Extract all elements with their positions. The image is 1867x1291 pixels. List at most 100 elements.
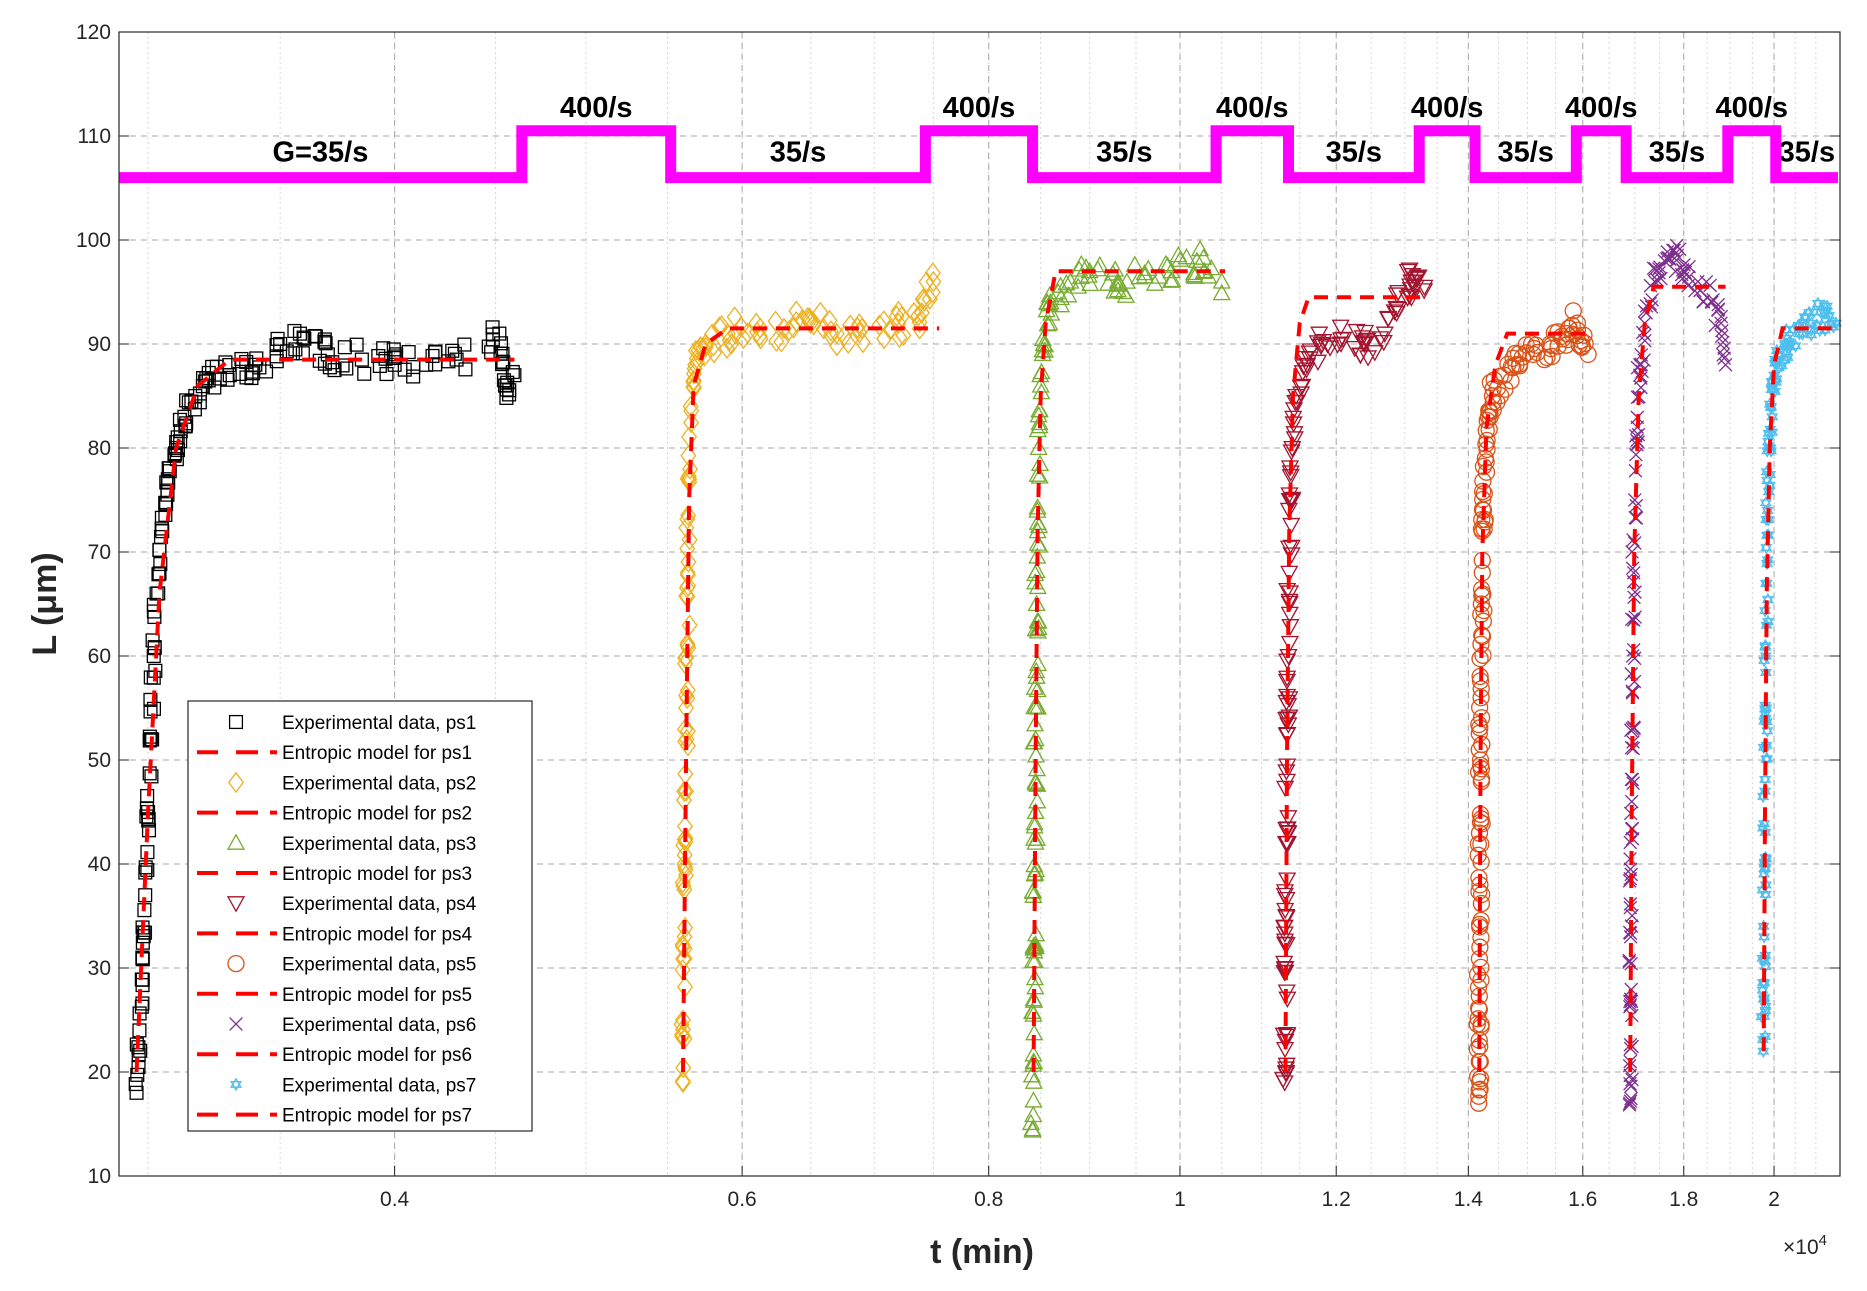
triangle-down-marker (1300, 351, 1319, 368)
triangle-down-marker (1276, 1033, 1295, 1051)
diamond-marker (705, 335, 722, 357)
diamond-marker (680, 444, 697, 467)
y-tick-label: 50 (88, 749, 111, 772)
square-marker (149, 586, 164, 601)
diamond-marker (674, 1009, 692, 1031)
triangle-up-marker (1187, 251, 1207, 268)
x-marker (1715, 323, 1729, 338)
shear-rate-label: G=35/s (272, 137, 368, 169)
x-marker (1623, 1076, 1637, 1091)
square-marker (493, 346, 508, 361)
y-tick-label: 90 (88, 333, 111, 356)
x-marker (1628, 610, 1642, 624)
diamond-marker (674, 1070, 691, 1092)
diamond-marker (840, 332, 857, 354)
x-marker (1624, 794, 1639, 809)
triangle-up-marker (1028, 622, 1048, 639)
triangle-up-marker (1161, 271, 1181, 288)
triangle-up-marker (1110, 274, 1129, 291)
triangle-up-marker (1021, 1113, 1041, 1131)
diamond-marker (925, 270, 942, 293)
triangle-up-marker (1117, 272, 1137, 289)
triangle-down-marker (1280, 635, 1300, 653)
triangle-down-marker (1291, 379, 1311, 397)
triangle-up-marker (1202, 258, 1221, 276)
triangle-up-marker (1212, 272, 1231, 289)
triangle-up-marker (1025, 968, 1045, 986)
triangle-down-marker (1334, 331, 1353, 349)
diamond-marker (696, 345, 713, 367)
diamond-marker (891, 326, 908, 349)
square-marker (143, 704, 158, 719)
diamond-marker (681, 614, 698, 636)
square-marker (135, 996, 150, 1011)
diamond-marker (895, 324, 912, 347)
diamond-marker (905, 301, 922, 324)
circle-marker (1525, 339, 1544, 358)
x-tick-label: 0.8 (974, 1188, 1003, 1211)
triangle-down-marker (1285, 431, 1304, 448)
square-marker (499, 390, 514, 405)
diamond-marker (677, 730, 694, 753)
hexagram-marker (1781, 350, 1794, 365)
circle-marker (1509, 345, 1528, 363)
square-marker (287, 323, 302, 339)
y-tick-label: 10 (88, 1165, 111, 1188)
triangle-down-marker (1277, 773, 1297, 791)
square-marker (496, 355, 511, 370)
triangle-up-marker (1212, 283, 1231, 301)
square-marker (135, 978, 150, 993)
diamond-marker (735, 327, 752, 350)
triangle-up-marker (1026, 924, 1046, 942)
diamond-marker (676, 853, 693, 875)
y-tick-label: 70 (88, 541, 111, 564)
x-tick-label: 0.6 (728, 1188, 757, 1211)
triangle-down-marker (1375, 326, 1394, 343)
square-marker (317, 332, 332, 347)
x-tick-label: 0.4 (380, 1188, 410, 1211)
square-marker (288, 342, 303, 357)
circle-marker (1471, 1080, 1489, 1098)
x-marker (1711, 302, 1726, 316)
triangle-down-marker (1294, 359, 1313, 376)
triangle-up-marker (1025, 855, 1044, 873)
triangle-down-marker (1278, 872, 1297, 889)
model-line (1628, 284, 1726, 1073)
legend-label: Experimental data, ps3 (282, 834, 476, 855)
triangle-down-marker (1387, 305, 1406, 323)
shear-rate-label: 35/s (1497, 137, 1553, 169)
triangle-down-marker (1314, 333, 1333, 351)
diamond-marker (854, 331, 871, 354)
triangle-down-marker (1292, 386, 1311, 403)
diamond-marker (785, 317, 802, 339)
circle-marker (1470, 1087, 1488, 1105)
hexagram-marker (1796, 327, 1809, 341)
x-marker (1716, 348, 1730, 362)
legend-label: Experimental data, ps7 (282, 1075, 476, 1096)
diamond-marker (227, 771, 245, 794)
diamond-marker (682, 458, 699, 480)
diamond-marker (916, 290, 933, 312)
triangle-down-marker (1345, 340, 1364, 358)
square-marker (146, 648, 161, 664)
y-tick-label: 20 (88, 1061, 111, 1084)
triangle-down-marker (1298, 357, 1317, 375)
square-marker (337, 340, 352, 355)
circle-marker (1478, 411, 1496, 430)
shear-rate-label: 400/s (1715, 92, 1788, 124)
diamond-marker (683, 411, 700, 434)
square-marker (502, 387, 517, 402)
square-marker (207, 380, 222, 395)
x-marker (1703, 278, 1718, 293)
diamond-marker (726, 306, 743, 328)
triangle-up-marker (1025, 942, 1044, 959)
y-tick-label: 110 (78, 125, 111, 148)
series-circle (1468, 302, 1597, 1112)
triangle-up-marker (1194, 248, 1213, 265)
triangle-down-marker (1278, 688, 1297, 706)
diamond-marker (678, 517, 695, 539)
triangle-up-marker (1028, 465, 1047, 482)
square-marker (318, 336, 333, 351)
triangle-down-marker (1331, 319, 1350, 336)
